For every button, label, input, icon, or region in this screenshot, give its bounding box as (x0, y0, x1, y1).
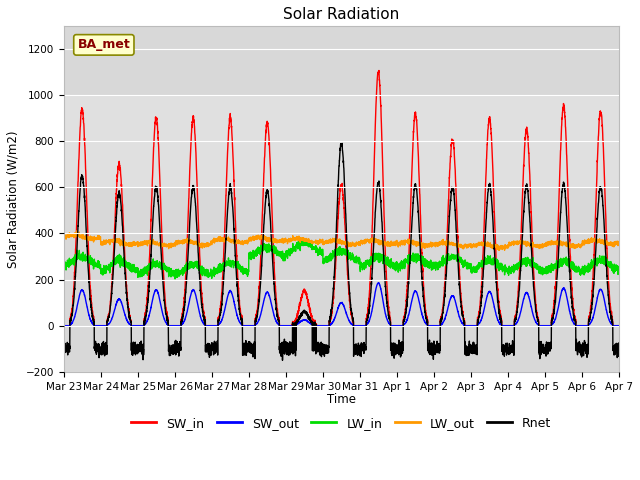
Title: Solar Radiation: Solar Radiation (284, 7, 399, 22)
SW_out (435, 323, 443, 328)
Rnet (60, 351, 67, 357)
SW_out (614, 323, 622, 328)
LW_in (60, 264, 67, 270)
LW_in (615, 266, 623, 272)
Line: SW_out: SW_out (63, 283, 619, 325)
SW_out (60, 323, 67, 328)
LW_in (614, 265, 622, 271)
SW_out (497, 322, 505, 327)
SW_out (321, 323, 328, 328)
SW_out (615, 323, 623, 328)
Line: Rnet: Rnet (63, 144, 619, 360)
LW_out (615, 240, 623, 245)
Rnet (466, 345, 474, 350)
LW_out (160, 243, 168, 249)
Rnet (321, 342, 328, 348)
LW_in (466, 262, 474, 268)
Line: LW_out: LW_out (63, 231, 619, 251)
X-axis label: Time: Time (327, 393, 356, 406)
SW_out (159, 313, 167, 319)
LW_out (60, 236, 67, 241)
Rnet (435, 345, 443, 350)
Bar (63, 95, 619, 187)
LW_in (302, 237, 310, 242)
LW_in (159, 263, 167, 269)
SW_in (60, 323, 67, 328)
Legend: SW_in, SW_out, LW_in, LW_out, Rnet: SW_in, SW_out, LW_in, LW_out, Rnet (126, 412, 556, 435)
Line: LW_in: LW_in (63, 240, 619, 279)
Rnet (159, 286, 167, 292)
LW_in (172, 276, 179, 282)
LW_in (435, 264, 443, 270)
SW_in (615, 323, 623, 328)
SW_out (466, 323, 474, 328)
SW_out (375, 280, 383, 286)
LW_out (435, 241, 443, 247)
LW_out (495, 248, 503, 253)
Rnet (278, 358, 286, 363)
SW_in (614, 323, 622, 328)
LW_in (498, 264, 506, 269)
LW_out (321, 240, 328, 246)
Y-axis label: Solar Radiation (W/m2): Solar Radiation (W/m2) (7, 130, 20, 267)
SW_in (435, 323, 443, 328)
LW_out (466, 242, 474, 248)
SW_in (375, 68, 383, 73)
LW_out (614, 239, 622, 245)
Rnet (498, 319, 506, 325)
Text: BA_met: BA_met (77, 38, 130, 51)
Line: SW_in: SW_in (63, 71, 619, 325)
SW_in (321, 323, 328, 328)
Rnet (614, 353, 622, 359)
LW_out (73, 228, 81, 234)
SW_in (497, 317, 505, 323)
SW_in (159, 268, 167, 274)
Rnet (615, 353, 623, 359)
LW_out (498, 244, 506, 250)
SW_in (466, 323, 474, 328)
Rnet (339, 141, 346, 146)
LW_in (321, 257, 329, 263)
